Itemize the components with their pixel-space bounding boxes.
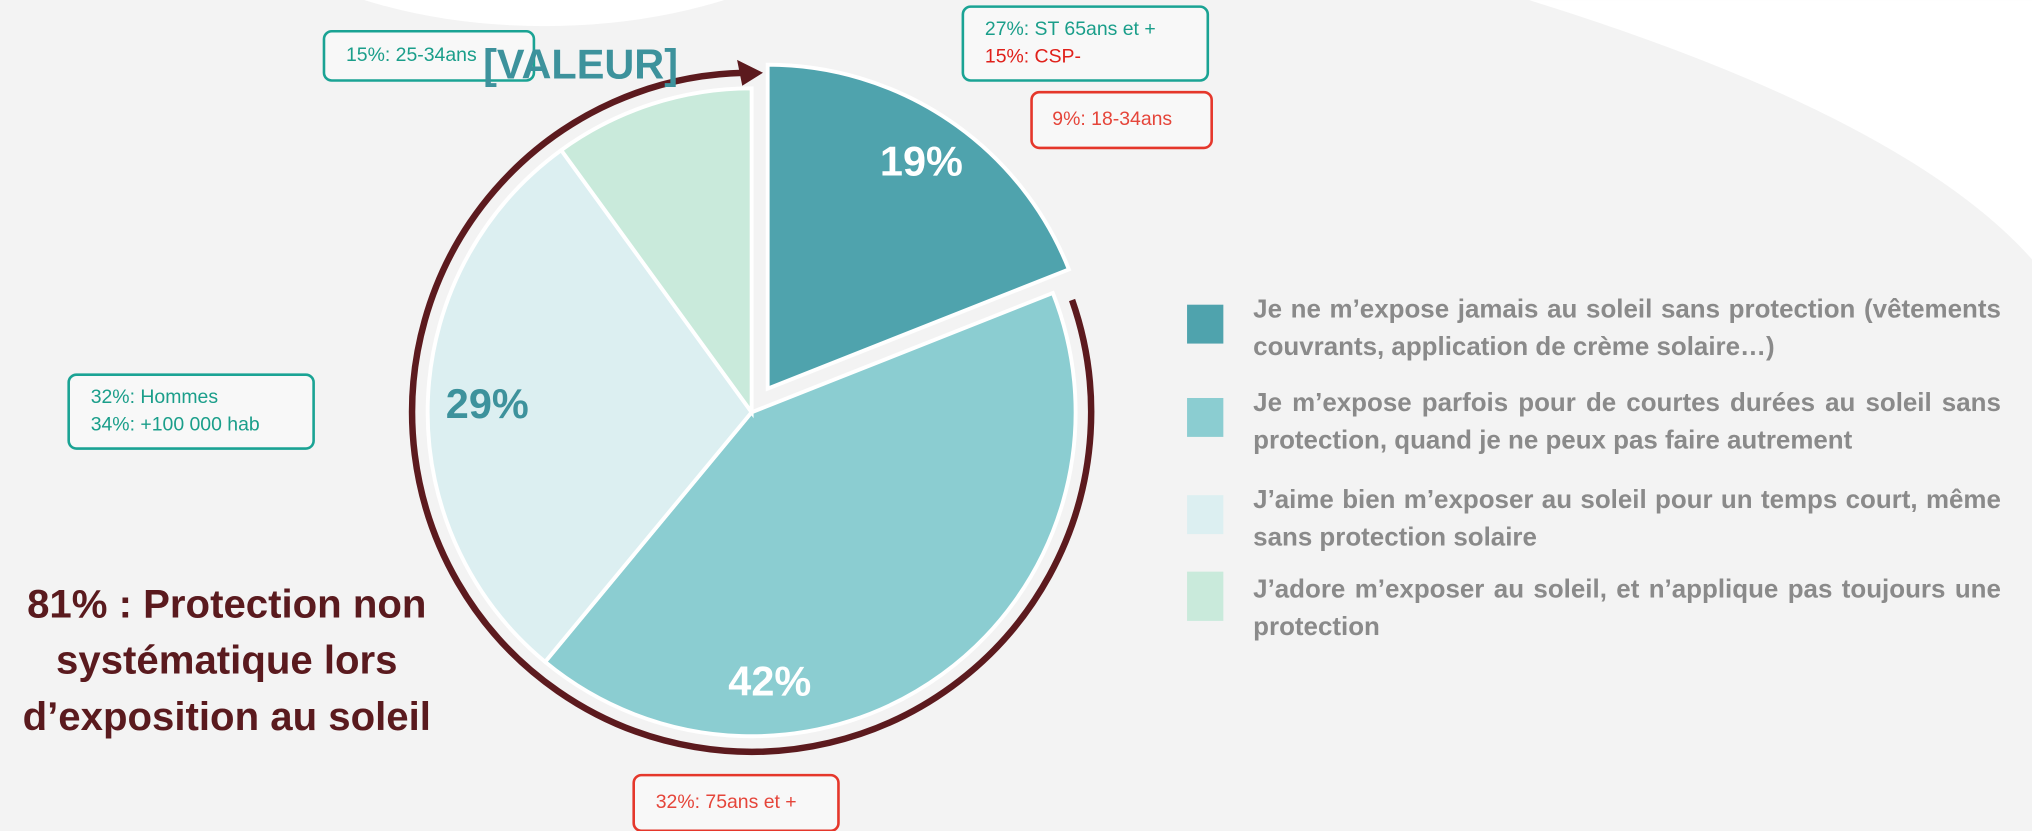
callout-text: 81% : Protection non	[27, 581, 426, 626]
legend-swatch	[1187, 398, 1224, 437]
arc-arrow	[408, 69, 1095, 755]
pie-slice	[558, 86, 754, 419]
pie-slice	[765, 62, 1072, 392]
annotation-box	[1030, 90, 1213, 150]
annotation-box	[67, 373, 315, 450]
slice-label: [VALEUR]	[483, 40, 678, 87]
legend-label: J’aime bien m’exposer au soleil pour un …	[1253, 486, 2001, 553]
callout-text: d’exposition au soleil	[23, 694, 431, 739]
legend-label: Je m’expose parfois pour de courtes duré…	[1253, 388, 2001, 456]
background-shape	[364, 0, 725, 27]
callout: 81% : Protection non systématique lors d’e…	[23, 581, 431, 739]
arrow-head	[737, 59, 763, 86]
slice-label: 19%	[880, 138, 963, 185]
annotation-text: 27%: ST 65ans et +	[985, 18, 1156, 40]
pie: 19% 42% 29%	[408, 59, 1095, 755]
legend-label: Je ne m’expose jamais au soleil sans pro…	[1253, 295, 2001, 362]
annotation-box	[961, 5, 1210, 82]
background-shape	[1529, 0, 2032, 260]
annotation-box	[322, 29, 536, 82]
legend-swatch	[1187, 571, 1224, 621]
annotation-text: 34%: +100 000 hab	[91, 413, 260, 435]
pie-slice	[542, 290, 1078, 739]
annotation-text: 32%: 75ans et +	[656, 791, 797, 813]
slice-label: 42%	[728, 657, 811, 704]
legend-swatch	[1187, 304, 1224, 344]
legend-label: J’adore m’exposer au soleil, et n’appliq…	[1253, 575, 2001, 642]
legend: Je ne m’expose jamais au soleil sans pro…	[1187, 295, 2001, 642]
annotations: 15%: 25-34ans 27%: ST 65ans et + 15%: CSP-…	[67, 5, 1213, 831]
callout-text: systématique lors	[56, 638, 397, 683]
annotation-text: 15%: 25-34ans	[346, 44, 477, 66]
annotation-text: 15%: CSP-	[985, 45, 1081, 67]
annotation-text: 32%: Hommes	[91, 386, 219, 408]
annotation-text: 9%: 18-34ans	[1052, 108, 1172, 130]
legend-swatch	[1187, 495, 1224, 535]
pie-slice	[425, 147, 755, 665]
slice-label: 29%	[446, 380, 529, 427]
